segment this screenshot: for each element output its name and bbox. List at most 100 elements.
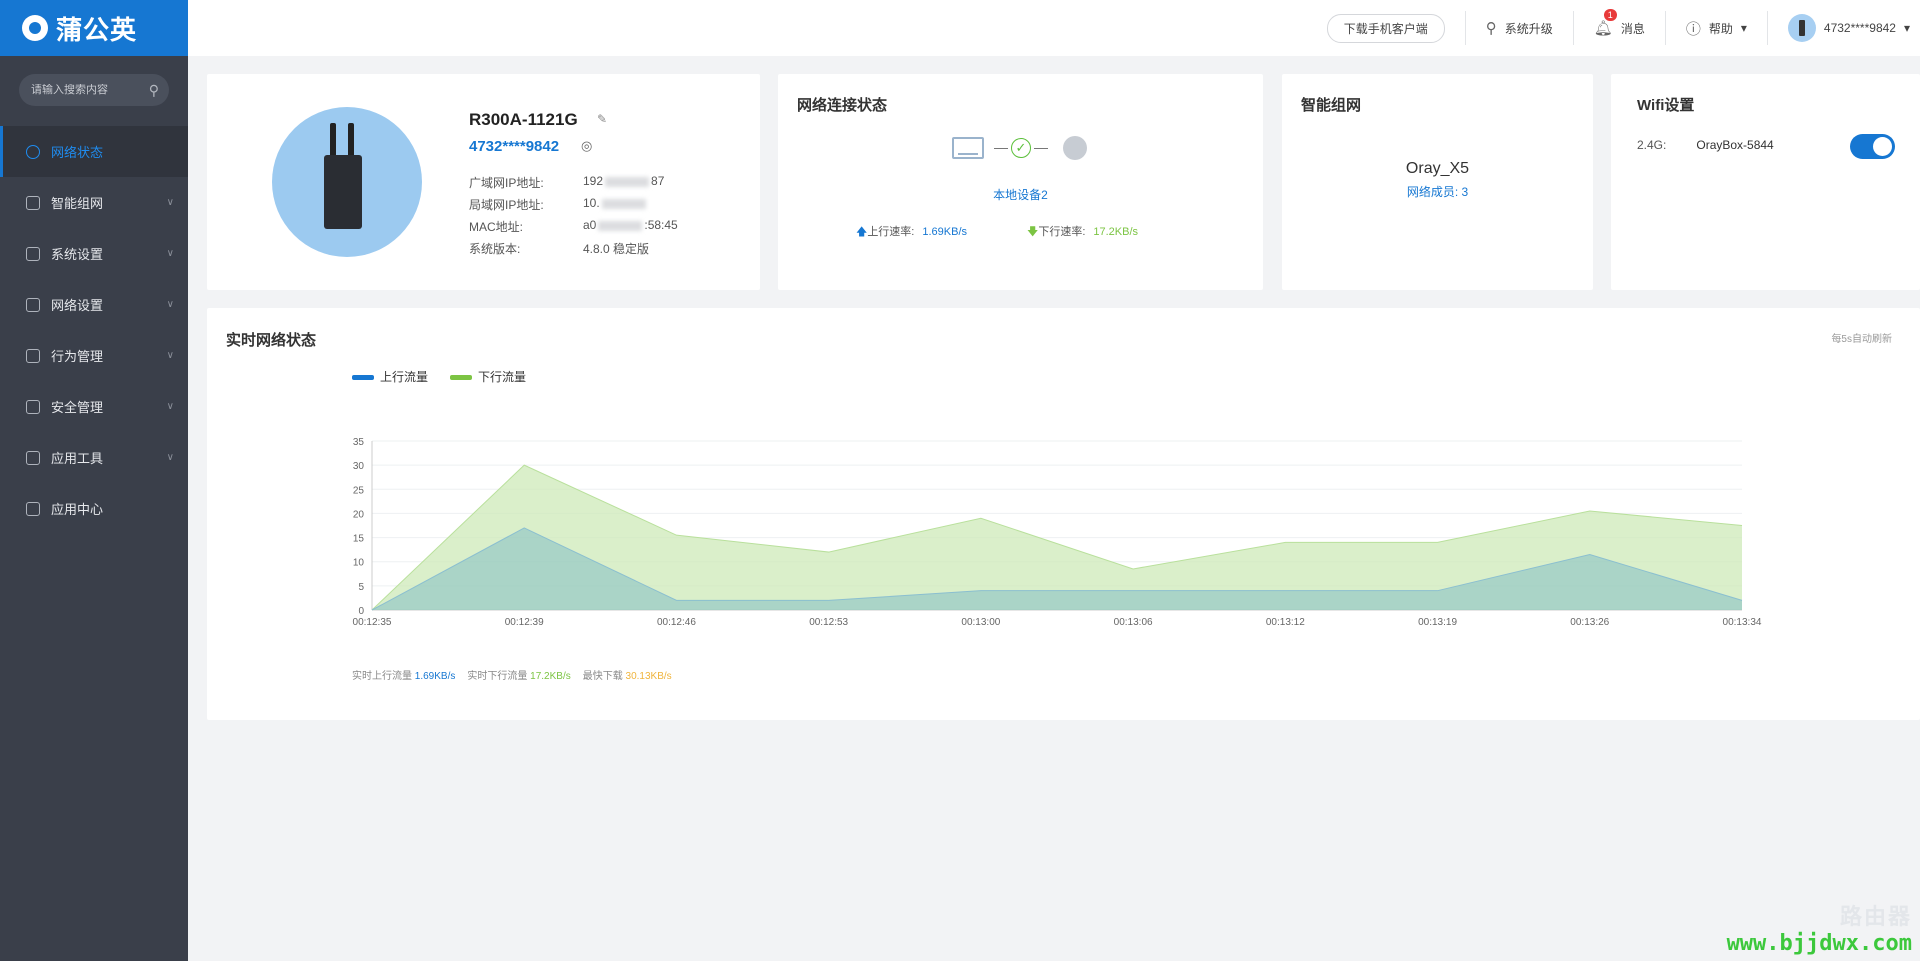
- sidebar-item-smart-network[interactable]: 智能组网 ∨: [0, 177, 188, 228]
- search-box: ⚲: [19, 74, 169, 106]
- lan-ip-row: 局域网IP地址: 10.: [469, 196, 648, 213]
- wifi-toggle[interactable]: [1850, 134, 1895, 159]
- help-menu-button[interactable]: ⓘ 帮助 ▾: [1686, 18, 1747, 39]
- dandelion-logo-icon: [22, 15, 48, 41]
- sidebar: 蒲公英 ⚲ 网络状态 智能组网 ∨ 系统设置 ∨ 网络设置 ∨ 行为管理 ∨ 安…: [0, 0, 188, 961]
- top-header: 下载手机客户端 ⚲ 系统升级 🔔︎ 1 消息 ⓘ 帮助 ▾ 4732****98…: [188, 0, 1920, 56]
- header-divider: [1464, 11, 1466, 45]
- wifi-settings-card: Wifi设置 2.4G: OrayBox-5844: [1611, 74, 1920, 290]
- stat-up-label: 实时上行流量: [352, 671, 412, 682]
- legend-label: 下行流量: [478, 370, 527, 384]
- link-line: [994, 147, 1008, 149]
- sidebar-item-tools[interactable]: 应用工具 ∨: [0, 432, 188, 483]
- network-settings-icon: [26, 297, 40, 312]
- user-menu-button[interactable]: 4732****9842 ▾: [1787, 14, 1910, 42]
- watermark-url: www.bjjdwx.com: [1726, 931, 1912, 956]
- redacted-blur: [605, 176, 650, 187]
- sidebar-item-behavior[interactable]: 行为管理 ∨: [0, 330, 188, 381]
- router-device-icon: [952, 137, 984, 159]
- device-id: 4732****9842: [469, 138, 560, 155]
- brand-logo[interactable]: 蒲公英: [0, 0, 188, 56]
- x-tick-label: 00:13:12: [1266, 617, 1305, 628]
- chevron-down-icon: ∨: [166, 248, 174, 259]
- upload-line: [371, 527, 1743, 611]
- sidebar-item-system-settings[interactable]: 系统设置 ∨: [0, 228, 188, 279]
- upgrade-icon: ⚲: [1485, 20, 1497, 37]
- x-tick-label: 00:13:26: [1570, 617, 1609, 628]
- smart-network-card: 智能组网 Oray_X5 网络成员: 3: [1282, 74, 1593, 290]
- help-label: 帮助: [1708, 21, 1733, 36]
- y-tick-label: 30: [353, 461, 365, 472]
- sidebar-item-label: 行为管理: [51, 349, 104, 364]
- header-divider: [1664, 11, 1666, 45]
- arrow-down-icon: 🡇: [1027, 226, 1039, 238]
- stat-max-label: 最快下载: [582, 671, 623, 682]
- upload-speed: 🡅上行速率: 1.69KB/s: [856, 223, 967, 242]
- hide-eye-icon[interactable]: ◎: [581, 138, 593, 153]
- stat-up-value: 1.69KB/s: [414, 671, 456, 682]
- smart-network-icon: [26, 195, 40, 210]
- connection-status-card: 网络连接状态 ✓ 本地设备2 🡅上行速率: 1.69KB/s 🡇下行速率: 17.2…: [778, 74, 1263, 290]
- download-label: 下行速率:: [1038, 226, 1086, 238]
- download-speed: 🡇下行速率: 17.2KB/s: [1027, 223, 1138, 242]
- user-name: 4732****9842: [1823, 21, 1896, 35]
- sidebar-item-network-status[interactable]: 网络状态: [0, 126, 188, 177]
- router-image: [272, 107, 422, 257]
- mac-suffix: :58:45: [644, 218, 678, 232]
- device-model: R300A-1121G: [469, 110, 578, 129]
- sidebar-item-label: 应用工具: [51, 451, 104, 466]
- upload-label: 上行速率:: [867, 226, 915, 238]
- version-label: 系统版本:: [469, 242, 521, 256]
- wifi-row: 2.4G: OrayBox-5844: [1637, 138, 1774, 152]
- toolbox-icon: [26, 450, 40, 465]
- network-status-icon: [26, 144, 40, 159]
- mac-prefix: a0: [583, 218, 597, 232]
- y-tick-label: 5: [358, 582, 364, 593]
- y-tick-label: 0: [358, 606, 364, 617]
- router-antenna: [330, 123, 336, 163]
- stat-down-value: 17.2KB/s: [530, 671, 571, 682]
- link-line: [1034, 147, 1048, 149]
- lan-ip-prefix: 10.: [583, 196, 600, 210]
- caret-down-icon: ▾: [1740, 21, 1747, 35]
- local-devices-link[interactable]: 本地设备2: [993, 188, 1048, 202]
- chevron-down-icon: ∨: [166, 197, 174, 208]
- legend-item-download[interactable]: 下行流量: [450, 368, 526, 385]
- message-count-badge: 1: [1603, 9, 1617, 21]
- sidebar-item-label: 智能组网: [51, 196, 104, 211]
- wan-ip-row: 广域网IP地址: 192 87: [469, 174, 664, 191]
- y-tick-label: 20: [353, 509, 365, 520]
- legend-item-upload[interactable]: 上行流量: [352, 368, 428, 385]
- redacted-blur: [601, 198, 646, 209]
- lan-ip-value: 10.: [583, 196, 648, 213]
- smart-network-name: Oray_X5: [1405, 160, 1470, 177]
- wan-ip-prefix: 192: [583, 174, 604, 188]
- x-tick-label: 00:13:34: [1723, 617, 1762, 628]
- check-circle-icon: ✓: [1011, 138, 1031, 158]
- stat-upload: 实时上行流量 1.69KB/s: [352, 667, 455, 682]
- system-upgrade-button[interactable]: ⚲ 系统升级: [1486, 19, 1553, 37]
- download-app-button[interactable]: 下载手机客户端: [1326, 13, 1445, 43]
- search-icon[interactable]: ⚲: [148, 81, 159, 98]
- sidebar-item-label: 网络状态: [51, 145, 104, 160]
- y-tick-label: 25: [353, 485, 365, 496]
- wifi-band: 2.4G:: [1637, 138, 1667, 152]
- shield-icon: [26, 399, 40, 414]
- y-tick-label: 15: [353, 534, 365, 545]
- edit-icon[interactable]: ✎: [597, 112, 608, 126]
- network-members-link[interactable]: 网络成员: 3: [1406, 185, 1469, 199]
- lan-ip-label: 局域网IP地址:: [469, 198, 544, 212]
- wan-ip-label: 广域网IP地址:: [469, 176, 544, 190]
- search-input[interactable]: [31, 84, 141, 96]
- chevron-down-icon: ∨: [166, 350, 174, 361]
- traffic-chart: 0 5 10 15 20 25 30 35 00:12:35 00:12:39 00:12:46 00…: [353, 437, 1762, 628]
- sidebar-item-app-center[interactable]: 应用中心: [0, 483, 188, 534]
- behavior-icon: [26, 348, 40, 363]
- messages-button[interactable]: 🔔︎ 1 消息: [1594, 9, 1645, 37]
- x-tick-label: 00:12:53: [809, 617, 848, 628]
- sidebar-item-security[interactable]: 安全管理 ∨: [0, 381, 188, 432]
- x-tick-label: 00:13:19: [1418, 617, 1457, 628]
- sidebar-item-network-settings[interactable]: 网络设置 ∨: [0, 279, 188, 330]
- gear-icon: [26, 246, 40, 261]
- x-tick-label: 00:12:39: [505, 617, 544, 628]
